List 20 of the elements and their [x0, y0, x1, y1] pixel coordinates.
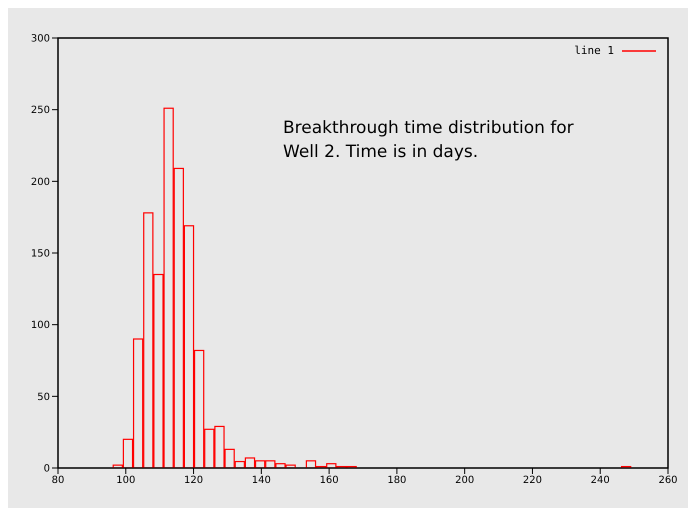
x-tick-label: 80 — [52, 475, 64, 486]
x-tick-label: 120 — [184, 475, 204, 486]
y-tick-label: 300 — [30, 34, 50, 45]
legend-label: line 1 — [574, 44, 614, 57]
y-tick-label: 100 — [30, 320, 50, 332]
y-tick-label: 200 — [30, 176, 50, 188]
x-tick-label: 220 — [522, 475, 542, 486]
x-tick-label: 160 — [320, 475, 339, 486]
x-tick-label: 260 — [658, 475, 678, 486]
y-tick-label: 0 — [44, 464, 50, 475]
y-tick-label: 250 — [30, 105, 50, 116]
y-tick-label: 50 — [37, 392, 50, 403]
legend: line 1 — [574, 44, 656, 57]
x-tick-label: 140 — [252, 475, 271, 486]
x-tick-label: 240 — [590, 475, 610, 486]
annotation: Breakthrough time distribution for Well 2. Time is in days. — [283, 117, 575, 164]
x-tick-label: 100 — [116, 475, 136, 486]
x-tick-label: 200 — [455, 475, 474, 486]
x-tick-label: 180 — [387, 475, 406, 486]
y-tick-label: 150 — [30, 248, 50, 260]
